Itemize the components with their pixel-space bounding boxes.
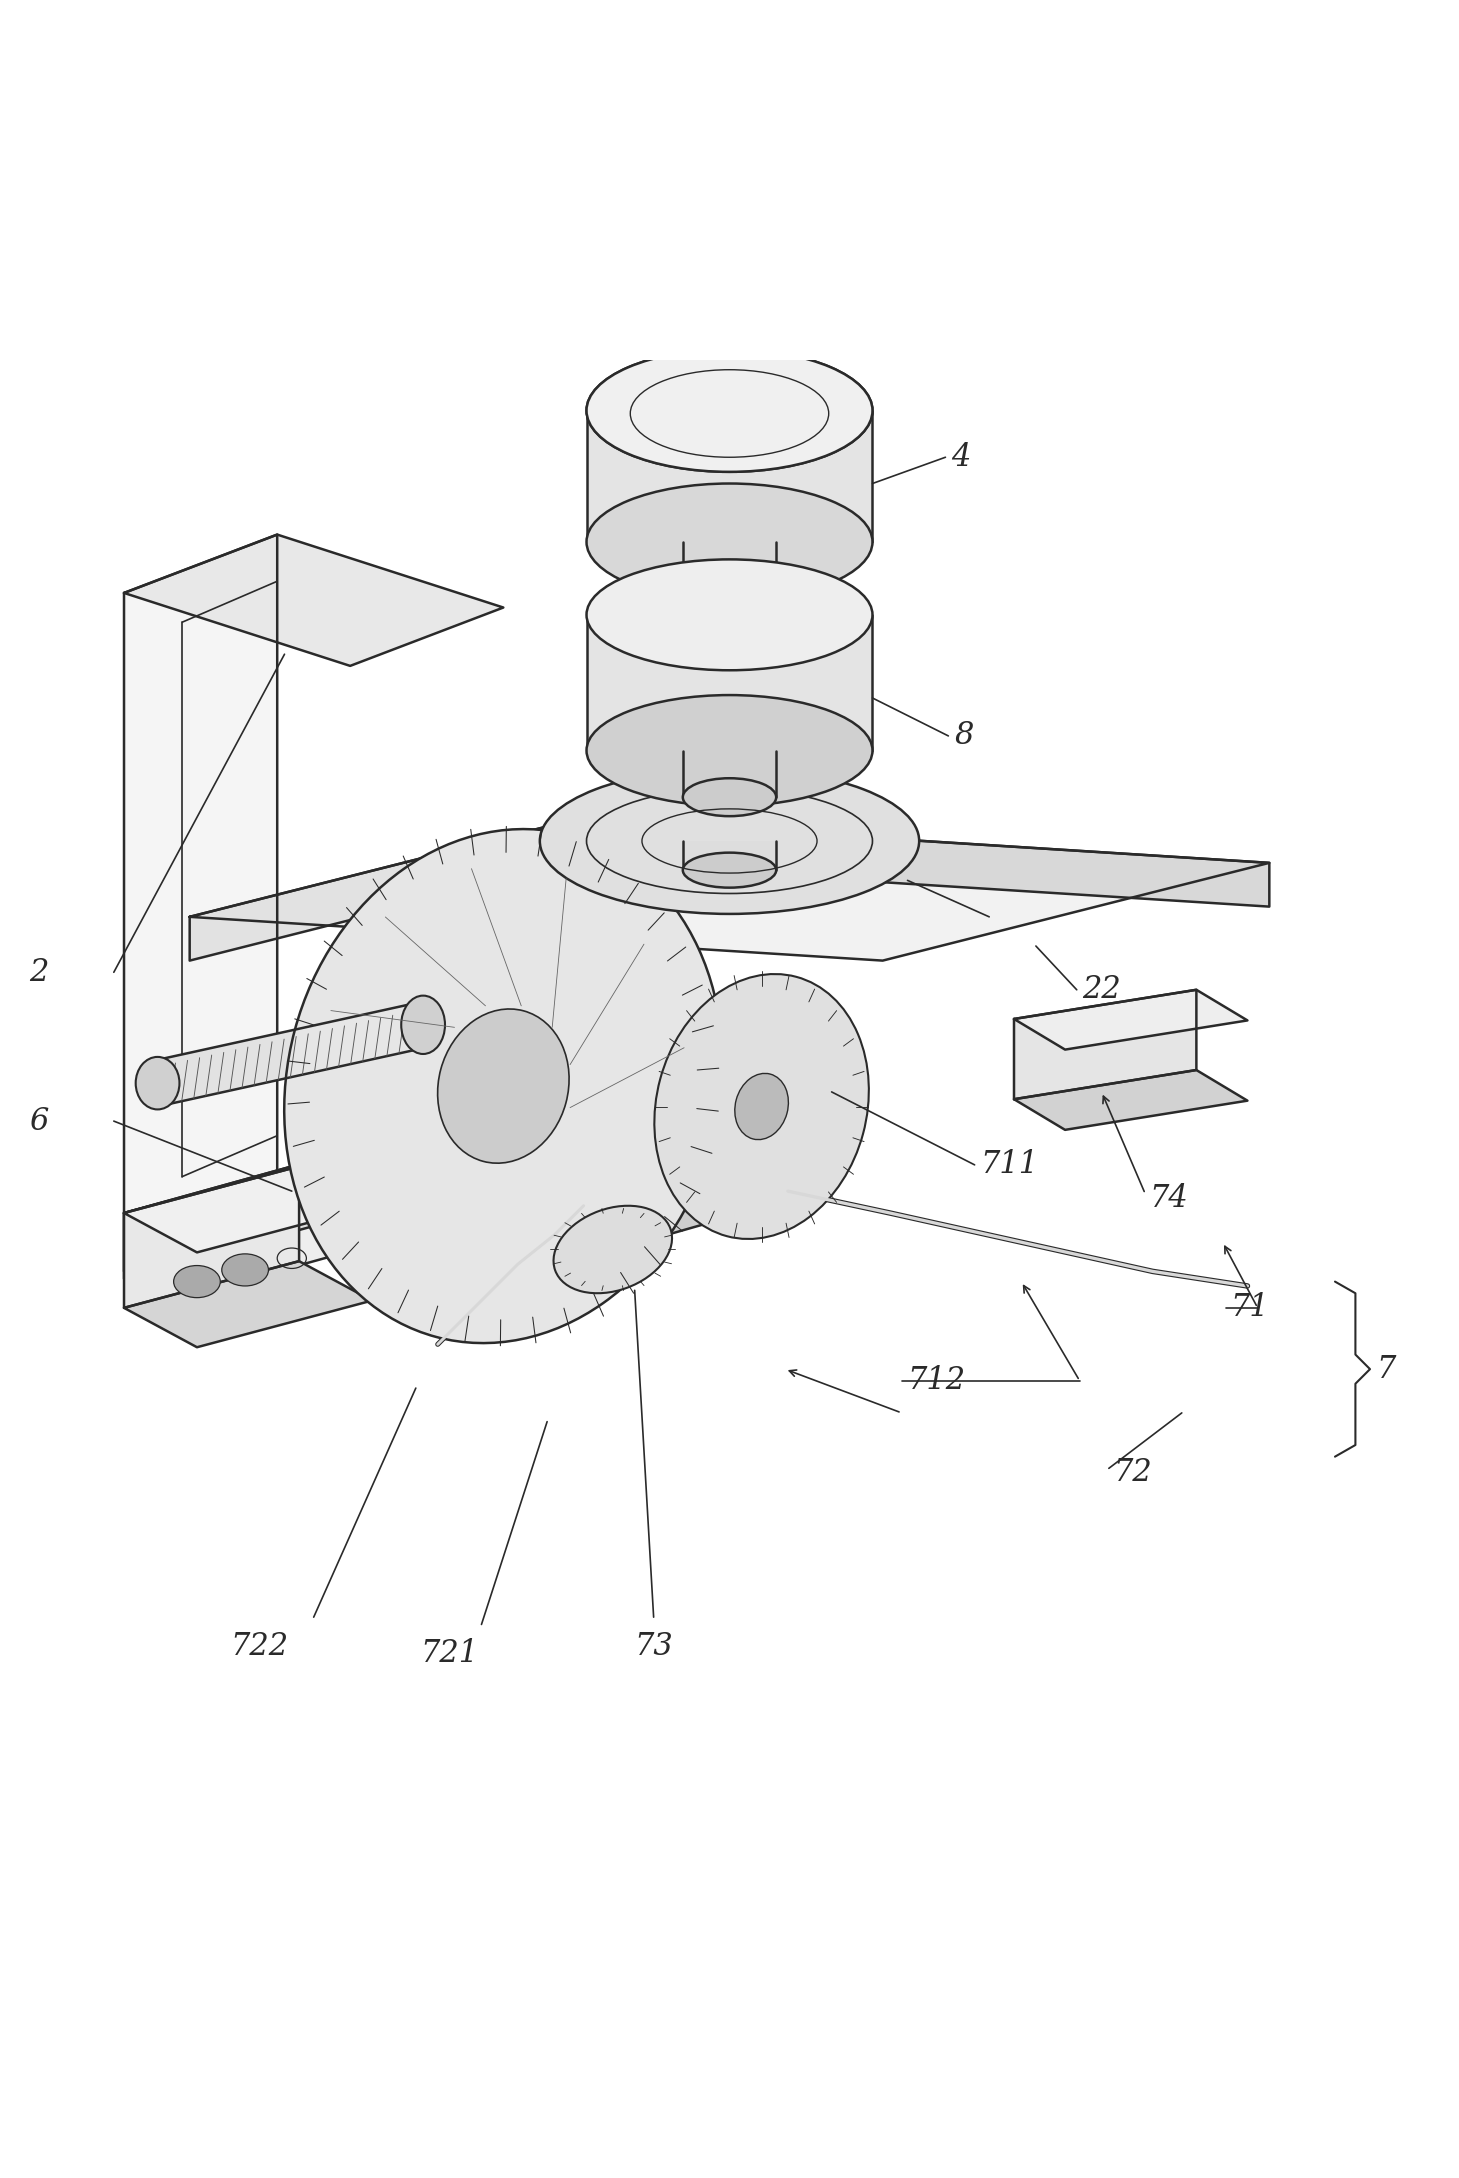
Ellipse shape (540, 769, 919, 915)
Polygon shape (124, 1167, 372, 1252)
Text: 712: 712 (907, 1366, 966, 1396)
Ellipse shape (285, 830, 722, 1344)
Text: 711: 711 (980, 1150, 1039, 1180)
Polygon shape (190, 819, 1269, 960)
Ellipse shape (683, 778, 776, 817)
Text: 2: 2 (29, 956, 48, 989)
Text: 4: 4 (951, 442, 970, 473)
Ellipse shape (587, 484, 872, 601)
Polygon shape (683, 542, 776, 614)
Ellipse shape (222, 1255, 268, 1285)
Polygon shape (158, 1002, 423, 1106)
Polygon shape (124, 534, 277, 1272)
Text: 7: 7 (1376, 1355, 1395, 1385)
Polygon shape (1014, 1069, 1247, 1130)
Polygon shape (124, 1167, 299, 1307)
Text: 71: 71 (1230, 1292, 1269, 1324)
Ellipse shape (683, 597, 776, 634)
Text: 74: 74 (1150, 1183, 1189, 1213)
Text: 6: 6 (29, 1106, 48, 1137)
Polygon shape (124, 534, 503, 666)
Polygon shape (124, 1104, 518, 1278)
Ellipse shape (587, 348, 872, 473)
Polygon shape (576, 819, 1269, 906)
Polygon shape (124, 1104, 671, 1272)
Polygon shape (1014, 989, 1247, 1050)
Polygon shape (587, 412, 872, 542)
Text: 8: 8 (954, 721, 973, 751)
Polygon shape (1014, 989, 1196, 1100)
Ellipse shape (553, 1207, 673, 1294)
Polygon shape (124, 1261, 372, 1348)
Text: 722: 722 (231, 1631, 289, 1662)
Ellipse shape (587, 560, 872, 671)
Ellipse shape (401, 995, 445, 1054)
Polygon shape (683, 841, 776, 871)
Ellipse shape (735, 1074, 788, 1139)
Polygon shape (587, 614, 872, 751)
Ellipse shape (587, 348, 872, 473)
Ellipse shape (174, 1265, 220, 1298)
Polygon shape (518, 1104, 671, 1228)
Ellipse shape (136, 1056, 179, 1109)
Text: 22: 22 (1083, 974, 1122, 1006)
Text: 73: 73 (635, 1631, 673, 1662)
Text: 72: 72 (1113, 1457, 1153, 1488)
Text: 721: 721 (420, 1638, 479, 1668)
Polygon shape (683, 751, 776, 797)
Polygon shape (496, 1104, 751, 1235)
Ellipse shape (654, 974, 870, 1239)
Ellipse shape (587, 695, 872, 806)
Polygon shape (190, 819, 576, 960)
Ellipse shape (683, 852, 776, 889)
Ellipse shape (438, 1008, 569, 1163)
Polygon shape (496, 1161, 810, 1268)
Text: 32: 32 (995, 902, 1034, 932)
